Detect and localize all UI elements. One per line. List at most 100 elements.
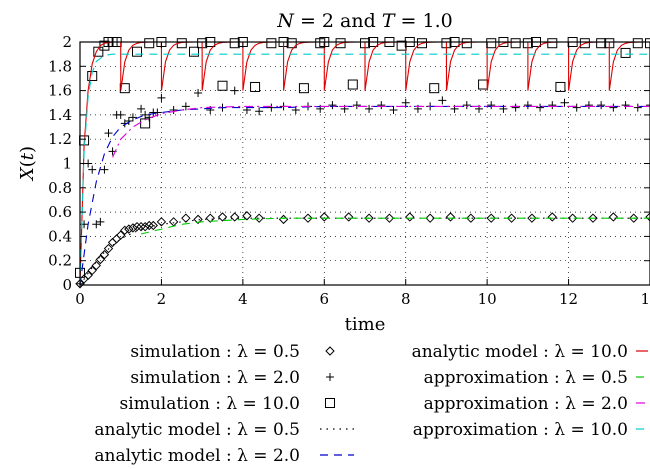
axis-ticks: 0 2 4 6 8 10 12 14 0 0.2 0.4 0.6 0.8 1 1.2 1.4 1.6 1.8 2 — [48, 33, 650, 308]
data-point — [438, 96, 447, 105]
series-line-approximation-10-0 — [79, 53, 650, 286]
data-point — [87, 265, 97, 276]
data-point — [319, 212, 329, 222]
legend-label: approximation : λ = 10.0 — [413, 420, 628, 440]
data-point — [229, 38, 240, 49]
chart-title: N = 2 and T = 1.0 — [276, 10, 452, 32]
y-axis-label: X(t) — [17, 146, 38, 182]
legend-label: simulation : λ = 2.0 — [130, 368, 300, 388]
data-point — [596, 38, 607, 49]
data-point — [548, 101, 557, 110]
data-point — [181, 213, 191, 223]
series-line-analytic-model-2-0 — [79, 105, 650, 286]
data-point — [523, 101, 532, 110]
x-tick-label: 10 — [478, 290, 497, 308]
y-tick-label: 1.2 — [48, 130, 72, 148]
legend-entry-approximation-0-5: approximation : λ = 0.5 — [424, 368, 648, 388]
data-point — [96, 217, 105, 226]
legend-marker — [325, 398, 335, 408]
data-point — [646, 101, 650, 110]
legend-label: analytic model : λ = 0.5 — [94, 420, 300, 440]
data-point — [560, 98, 569, 107]
data-point — [633, 103, 642, 112]
data-point — [242, 211, 252, 221]
data-point — [365, 104, 374, 113]
legend-label: approximation : λ = 2.0 — [424, 394, 628, 414]
data-point — [462, 101, 471, 110]
data-point — [103, 243, 114, 254]
x-tick-label: 0 — [75, 290, 85, 308]
data-point — [124, 224, 134, 234]
data-point — [609, 103, 618, 112]
data-point — [645, 38, 650, 49]
data-point — [286, 38, 297, 49]
series-simulation-2-0 — [76, 86, 650, 288]
legend-label: analytic model : λ = 2.0 — [94, 446, 300, 466]
data-point — [584, 101, 593, 110]
data-point — [377, 101, 386, 110]
data-point — [536, 103, 545, 112]
data-point — [298, 83, 309, 94]
data-point — [347, 79, 358, 90]
data-point — [579, 38, 590, 49]
data-point — [111, 234, 122, 244]
data-point — [597, 101, 606, 110]
data-point — [230, 86, 239, 95]
data-point — [205, 213, 215, 223]
legend-entry-analytic-model-0-5: analytic model : λ = 0.5 — [94, 420, 354, 440]
series-line-approximation-0-5 — [140, 217, 650, 235]
data-point — [405, 212, 415, 222]
data-point — [148, 220, 158, 231]
x-axis-label: time — [345, 314, 386, 335]
data-point — [124, 116, 133, 125]
y-tick-label: 0.2 — [48, 252, 72, 270]
legend-entry-simulation-10-0: simulation : λ = 10.0 — [120, 394, 335, 414]
data-point — [128, 113, 137, 122]
data-point — [278, 214, 289, 225]
data-point — [194, 89, 203, 98]
legend-entry-simulation-2-0: simulation : λ = 2.0 — [130, 368, 334, 388]
data-point — [632, 38, 643, 49]
legend-entry-analytic-model-2-0: analytic model : λ = 2.0 — [94, 446, 354, 466]
data-point — [217, 212, 228, 222]
data-point — [217, 80, 228, 91]
y-tick-label: 1 — [62, 155, 72, 173]
legend-marker — [326, 373, 334, 381]
data-point — [384, 213, 395, 223]
data-point — [303, 213, 313, 223]
data-point — [588, 213, 598, 223]
data-point — [629, 213, 639, 223]
x-tick-label: 12 — [559, 290, 578, 308]
x-tick-label: 4 — [238, 290, 248, 308]
data-point — [267, 103, 276, 112]
y-tick-label: 1.8 — [48, 57, 72, 75]
y-tick-label: 1.6 — [48, 82, 72, 100]
data-point — [486, 38, 497, 49]
data-point — [132, 46, 142, 57]
data-point — [140, 221, 150, 232]
data-point — [344, 212, 354, 222]
y-tick-label: 0 — [62, 276, 72, 294]
data-point — [92, 220, 101, 229]
x-tick-label: 2 — [157, 290, 167, 308]
data-point — [567, 213, 578, 223]
data-point — [250, 81, 261, 92]
legend-entry-analytic-model-10-0: analytic model : λ = 10.0 — [412, 342, 648, 362]
data-point — [83, 270, 93, 280]
x-tick-label: 14 — [640, 290, 650, 308]
data-point — [486, 213, 496, 223]
data-point — [425, 213, 435, 223]
data-point — [128, 223, 138, 233]
y-tick-label: 0.8 — [48, 179, 72, 197]
legend-entry-approximation-2-0: approximation : λ = 2.0 — [424, 394, 648, 414]
data-point — [608, 212, 619, 222]
data-point — [168, 217, 179, 227]
data-point — [645, 212, 650, 222]
data-point — [487, 101, 496, 110]
data-point — [547, 38, 558, 49]
data-point — [169, 106, 178, 115]
legend-label: analytic model : λ = 10.0 — [412, 342, 628, 362]
x-tick-label: 8 — [401, 290, 411, 308]
series-simulation-0-5 — [75, 211, 650, 289]
legend-label: simulation : λ = 0.5 — [130, 342, 300, 362]
